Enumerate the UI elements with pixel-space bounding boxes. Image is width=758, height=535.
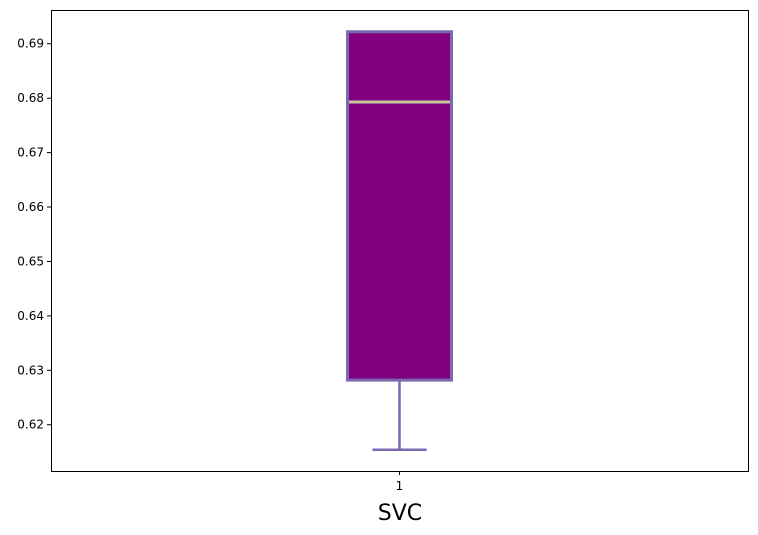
box-iqr (346, 30, 453, 382)
y-tick-label: 0.67 (17, 146, 44, 160)
y-tick-label: 0.62 (17, 418, 44, 432)
y-tick-label: 0.65 (17, 254, 44, 268)
x-axis-title: SVC (378, 501, 422, 526)
y-tick-label: 0.66 (17, 200, 44, 214)
x-tick-label: 1 (396, 479, 404, 493)
y-tick-label: 0.69 (17, 37, 44, 51)
y-tick-label: 0.64 (17, 309, 44, 323)
y-tick-label: 0.68 (17, 91, 44, 105)
y-tick-label: 0.63 (17, 363, 44, 377)
